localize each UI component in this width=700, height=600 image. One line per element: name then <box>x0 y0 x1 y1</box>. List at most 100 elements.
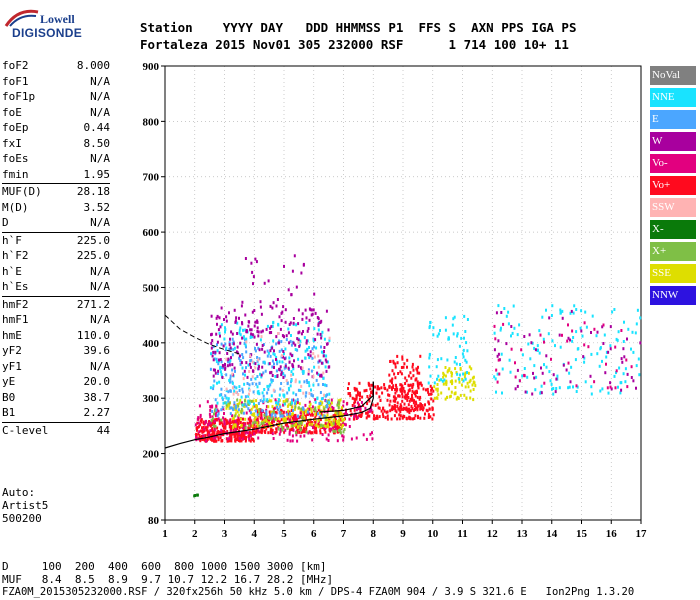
echo-point <box>376 385 379 389</box>
param-row: yF1 N/A <box>2 359 110 375</box>
echo-point <box>233 346 236 350</box>
echo-point <box>291 398 293 402</box>
echo-point <box>250 332 253 336</box>
echo-point <box>305 426 308 429</box>
echo-point <box>210 314 213 318</box>
echo-point <box>270 414 273 418</box>
echo-point <box>365 437 368 441</box>
echo-point <box>233 423 236 427</box>
echo-point <box>385 410 388 414</box>
echo-point <box>221 397 224 401</box>
echo-point <box>270 394 273 398</box>
echo-point <box>267 431 270 435</box>
echo-point <box>265 427 268 431</box>
echo-point <box>201 437 204 441</box>
echo-point <box>269 304 272 308</box>
echo-point <box>559 308 562 312</box>
echo-point <box>609 325 612 329</box>
echo-point <box>314 422 317 425</box>
echo-point <box>309 308 312 312</box>
echo-point <box>583 356 586 360</box>
echo-point <box>575 308 578 311</box>
echo-point <box>197 421 200 425</box>
echo-point <box>327 433 330 437</box>
echo-point <box>309 402 312 406</box>
footer-distance: D 100 200 400 600 800 1000 1500 3000 [km… <box>2 560 327 573</box>
echo-point <box>496 354 499 358</box>
echo-point <box>217 412 220 416</box>
echo-point <box>203 427 206 431</box>
echo-point <box>252 390 255 394</box>
echo-point <box>441 379 444 383</box>
echo-point <box>401 355 404 359</box>
echo-point <box>317 360 320 364</box>
echo-point <box>318 411 321 415</box>
echo-point <box>443 373 445 377</box>
echo-point <box>338 425 341 429</box>
echo-point <box>211 339 214 342</box>
echo-point <box>257 429 260 433</box>
echo-point <box>314 426 317 430</box>
echo-point <box>337 405 340 409</box>
echo-point <box>354 388 357 392</box>
echo-point <box>327 417 330 421</box>
echo-point <box>316 332 319 336</box>
echo-point <box>279 365 282 369</box>
echo-point <box>213 436 215 440</box>
echo-point <box>353 397 356 401</box>
echo-point <box>250 407 253 411</box>
echo-point <box>368 414 371 418</box>
echo-point <box>639 316 642 320</box>
echo-point <box>213 428 216 432</box>
echo-point <box>440 378 443 382</box>
echo-point <box>340 425 343 429</box>
echo-point <box>258 424 261 428</box>
echo-point <box>572 311 575 315</box>
echo-point <box>236 410 239 414</box>
echo-point <box>330 427 333 431</box>
param-separator <box>2 295 110 297</box>
echo-point <box>231 363 234 367</box>
echo-point <box>386 414 389 418</box>
echo-point <box>272 320 275 324</box>
echo-point <box>282 403 285 407</box>
echo-point <box>210 332 213 336</box>
echo-point <box>399 410 402 414</box>
echo-point <box>390 407 393 411</box>
echo-point <box>294 343 297 347</box>
echo-point <box>205 419 207 423</box>
echo-point <box>284 423 287 427</box>
echo-point <box>558 333 561 337</box>
echo-point <box>340 406 343 410</box>
echo-point <box>257 334 260 338</box>
echo-point <box>394 399 397 403</box>
echo-point <box>238 331 241 335</box>
echo-point <box>543 381 546 385</box>
echo-point <box>396 387 399 391</box>
echo-point <box>212 387 215 391</box>
echo-point <box>215 357 218 361</box>
echo-point <box>626 372 629 376</box>
echo-point <box>215 360 218 364</box>
echo-point <box>334 412 337 416</box>
echo-point <box>271 365 274 369</box>
echo-point <box>605 350 608 354</box>
echo-point <box>275 304 278 308</box>
echo-point <box>236 424 239 428</box>
echo-point <box>322 405 325 409</box>
echo-point <box>251 432 254 436</box>
echo-point <box>244 395 247 399</box>
echo-point <box>391 369 394 373</box>
echo-point <box>249 362 251 366</box>
echo-point <box>436 396 439 400</box>
echo-point <box>401 416 404 420</box>
echo-point <box>388 373 391 377</box>
echo-point <box>306 347 309 351</box>
echo-point <box>353 386 356 390</box>
echo-point <box>305 427 308 431</box>
echo-point <box>409 371 412 375</box>
echo-point <box>285 338 288 342</box>
echo-point <box>257 413 260 417</box>
echo-point <box>334 416 336 420</box>
echo-point <box>297 406 300 410</box>
